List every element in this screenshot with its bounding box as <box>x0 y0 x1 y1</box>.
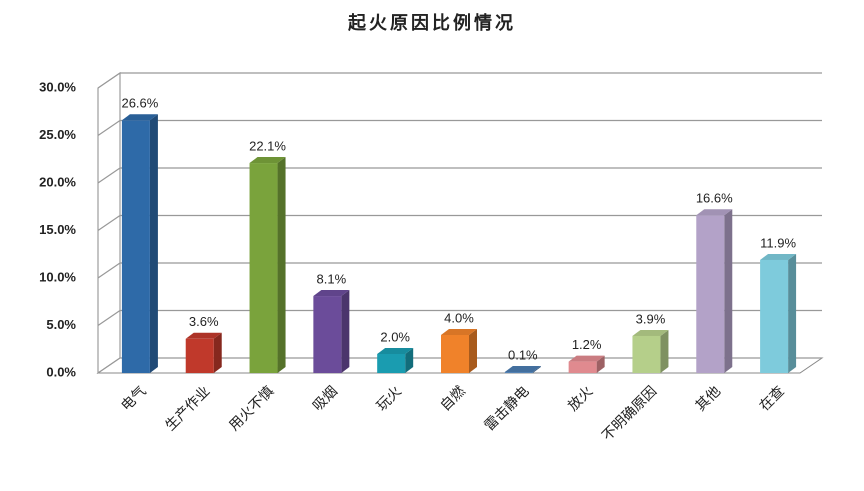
x-tick-label: 玩火 <box>374 383 405 414</box>
value-label: 2.0% <box>380 329 410 344</box>
value-label: 0.1% <box>508 347 538 362</box>
value-label: 4.0% <box>444 310 474 325</box>
bar <box>313 296 342 374</box>
y-tick-label: 5.0% <box>46 317 76 332</box>
bar <box>249 163 278 374</box>
bar-side <box>277 157 286 374</box>
bar-side <box>149 114 158 374</box>
bar <box>441 335 469 374</box>
bar-side <box>341 290 350 374</box>
bar-top <box>121 114 158 121</box>
y-tick-label: 20.0% <box>39 174 76 189</box>
value-label: 22.1% <box>249 138 286 153</box>
bar-top <box>760 253 797 260</box>
bar-side <box>532 366 541 374</box>
bar-top <box>185 332 222 339</box>
grid-line <box>97 119 822 136</box>
bar-top <box>696 209 733 216</box>
bar <box>760 259 789 374</box>
bar-top <box>249 157 286 164</box>
grid-line <box>97 262 822 279</box>
x-tick-label: 在查 <box>757 383 788 414</box>
bar <box>504 372 533 374</box>
value-label: 8.1% <box>317 271 347 286</box>
bar-top <box>441 329 477 335</box>
bar-top <box>632 329 669 336</box>
x-tick-label: 不明确原因 <box>599 383 660 444</box>
value-label: 3.6% <box>189 314 219 329</box>
bar-side <box>660 329 669 374</box>
bar-side <box>469 329 477 374</box>
bar <box>377 354 406 374</box>
y-tick-label: 30.0% <box>39 79 76 94</box>
grid-line <box>97 214 822 231</box>
x-tick-label: 放火 <box>565 383 596 414</box>
bar-top <box>504 366 541 373</box>
x-tick-label: 自燃 <box>437 383 469 415</box>
grid-line <box>97 309 822 326</box>
bar-side <box>213 332 222 374</box>
x-tick-label: 电气 <box>118 383 149 414</box>
bar-top <box>377 348 414 354</box>
bar-side <box>596 355 605 374</box>
x-tick-label: 吸烟 <box>310 383 341 414</box>
x-tick-label: 其他 <box>693 383 724 414</box>
bar-side <box>724 209 733 374</box>
value-label: 26.6% <box>121 96 158 111</box>
value-label: 1.2% <box>572 337 602 352</box>
x-tick-label: 用火不慎 <box>226 383 277 434</box>
bar <box>696 215 725 374</box>
grid-line <box>97 72 822 89</box>
value-label: 3.9% <box>636 311 666 326</box>
bar <box>121 120 150 374</box>
y-tick-label: 25.0% <box>39 127 76 142</box>
value-label: 16.6% <box>696 191 733 206</box>
bar <box>185 338 214 374</box>
bar-side <box>788 253 797 374</box>
value-label: 11.9% <box>760 235 796 250</box>
x-tick-label: 生产作业 <box>162 383 213 434</box>
bar-top <box>568 355 605 362</box>
chart-title: 起火原因比例情况 <box>347 12 516 34</box>
bar <box>568 361 597 374</box>
y-tick-label: 15.0% <box>39 222 76 237</box>
y-tick-label: 10.0% <box>39 269 76 284</box>
bar <box>632 335 661 374</box>
bar-side <box>405 348 414 374</box>
x-tick-label: 雷击静电 <box>482 383 533 434</box>
grid-line <box>97 167 822 184</box>
bar-top <box>313 290 350 297</box>
y-tick-label: 0.0% <box>46 364 76 379</box>
